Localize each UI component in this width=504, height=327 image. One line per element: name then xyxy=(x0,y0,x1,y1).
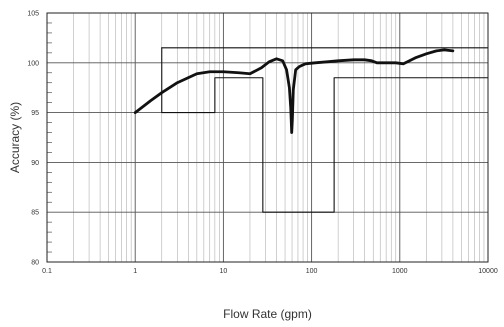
y-tick-label: 90 xyxy=(31,160,39,167)
minor-gridlines xyxy=(47,13,484,262)
y-tick-label: 105 xyxy=(27,11,39,18)
y-tick-labels: 80 85 90 95 100 105 xyxy=(27,11,39,267)
x-tick-label: 0.1 xyxy=(42,268,52,275)
x-axis-label: Flow Rate (gpm) xyxy=(223,307,312,321)
plot-frame xyxy=(47,13,488,262)
x-tick-label: 1000 xyxy=(392,268,408,275)
y-tick-label: 100 xyxy=(27,60,39,67)
x-tick-label: 10000 xyxy=(478,268,498,275)
x-tick-label: 1 xyxy=(133,268,137,275)
major-gridlines xyxy=(47,13,488,262)
y-tick-label: 80 xyxy=(31,260,39,267)
x-tick-label: 100 xyxy=(306,268,318,275)
accuracy-curve xyxy=(135,50,453,133)
x-tick-labels: 0.1 1 10 100 1000 10000 xyxy=(42,268,498,275)
y-tick-label: 95 xyxy=(31,110,39,117)
x-tick-label: 10 xyxy=(220,268,228,275)
y-axis-label: Accuracy (%) xyxy=(8,102,22,173)
y-tick-label: 85 xyxy=(31,210,39,217)
